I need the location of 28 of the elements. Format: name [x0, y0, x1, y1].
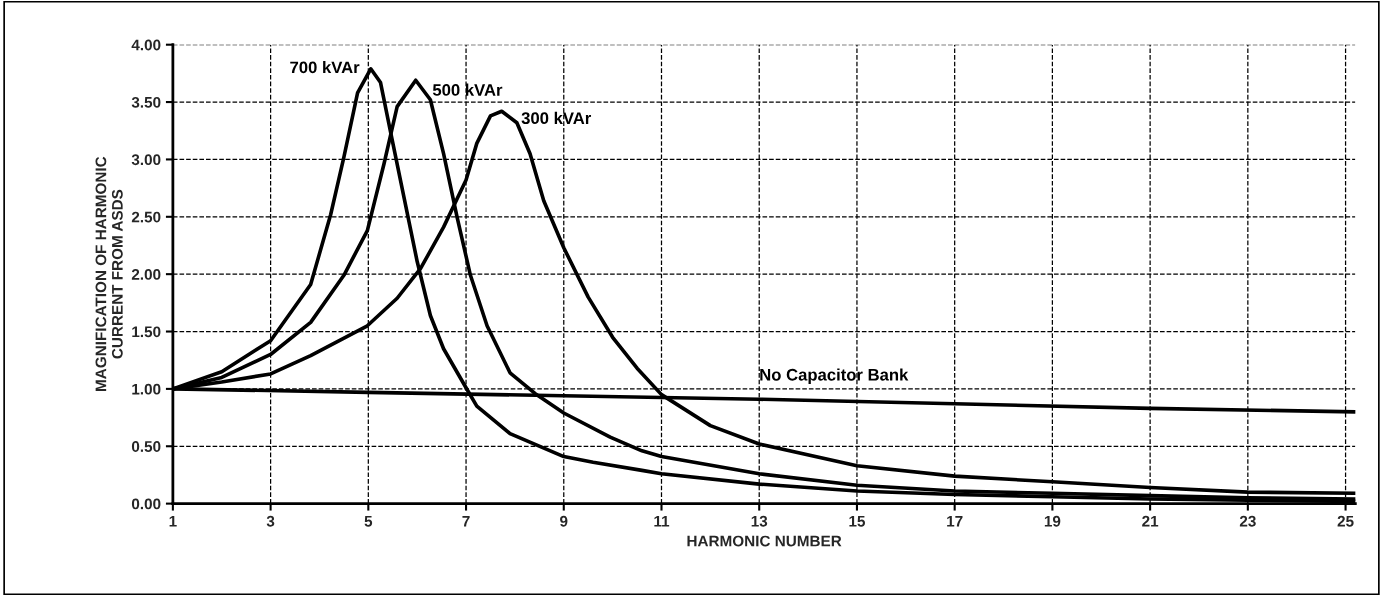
series-label: 500 kVAr — [432, 83, 503, 96]
x-axis-title: HARMONIC NUMBER — [687, 535, 842, 547]
y-tick-label: 0.00 — [131, 498, 161, 510]
series-label: No Capacitor Bank — [760, 368, 909, 384]
x-tick-label: 7 — [462, 515, 470, 527]
x-tick-label: 13 — [751, 515, 768, 527]
x-tick-label: 23 — [1239, 515, 1256, 527]
y-tick-label: 0.50 — [131, 441, 161, 452]
x-tick-label: 11 — [654, 515, 670, 527]
series-label: 300 kVAr — [521, 111, 592, 125]
y-axis-title: MAGNIFICATION OF HARMONIC CURRENT FROM ASDS — [95, 156, 123, 391]
y-tick-label: 4.00 — [131, 39, 161, 51]
x-tick-label: 21 — [1142, 515, 1159, 527]
x-tick-label: 17 — [947, 515, 963, 527]
y-tick-label: 2.00 — [131, 269, 161, 280]
x-tick-label: 15 — [849, 515, 866, 527]
y-tick-label: 2.50 — [131, 211, 161, 223]
y-tick-label: 1.00 — [132, 383, 161, 395]
x-tick-label: 25 — [1337, 515, 1354, 527]
y-tick-label: 3.00 — [131, 154, 161, 166]
x-tick-label: 3 — [266, 515, 275, 527]
x-tick-label: 1 — [169, 515, 177, 527]
x-tick-label: 5 — [364, 515, 373, 527]
x-tick-label: 19 — [1044, 515, 1061, 527]
series-label: 700 kVAr — [290, 61, 360, 74]
y-tick-label: 1.50 — [132, 326, 161, 338]
y-tick-label: 3.50 — [131, 96, 161, 108]
x-tick-label: 9 — [560, 515, 568, 527]
